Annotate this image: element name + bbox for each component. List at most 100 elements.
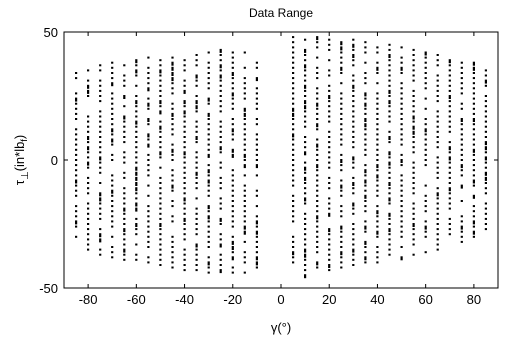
y-axis-label-unit-close: ) <box>12 135 27 139</box>
data-point <box>87 136 90 140</box>
data-point <box>352 243 355 246</box>
data-point <box>340 215 343 218</box>
data-point <box>364 251 367 254</box>
data-point <box>364 82 367 85</box>
data-point <box>231 215 234 218</box>
data-point <box>448 95 451 99</box>
data-point <box>304 48 307 53</box>
data-point <box>388 171 391 174</box>
data-point <box>424 235 427 238</box>
data-point <box>376 118 379 120</box>
data-point <box>111 200 114 202</box>
data-point <box>195 161 198 164</box>
data-point <box>340 66 343 71</box>
data-point <box>316 148 319 151</box>
data-point <box>328 69 331 72</box>
data-point <box>412 238 415 241</box>
data-point <box>75 133 78 136</box>
data-point <box>195 258 198 261</box>
data-point <box>484 136 487 138</box>
data-point <box>364 133 367 136</box>
data-point <box>304 161 307 164</box>
data-point <box>207 61 210 64</box>
data-point <box>448 156 451 161</box>
data-point <box>147 210 150 213</box>
data-point <box>99 192 102 197</box>
data-point <box>388 110 391 113</box>
data-point <box>75 184 78 187</box>
data-point <box>292 164 295 167</box>
data-point <box>292 107 295 112</box>
data-point <box>376 102 379 105</box>
data-point <box>99 95 102 97</box>
data-point <box>147 118 150 122</box>
data-point <box>243 92 246 95</box>
data-point <box>484 74 487 77</box>
data-point <box>292 153 295 156</box>
data-point <box>448 202 451 205</box>
data-point <box>472 153 475 156</box>
data-point <box>255 261 258 266</box>
data-point <box>364 138 367 141</box>
data-point <box>352 176 355 179</box>
data-point <box>255 123 258 126</box>
data-point <box>376 46 379 49</box>
data-point <box>147 240 150 243</box>
data-point <box>135 197 138 200</box>
data-point <box>292 66 295 69</box>
data-point <box>87 84 90 89</box>
data-point <box>316 159 319 161</box>
data-point <box>316 87 319 90</box>
data-point <box>231 179 234 182</box>
data-point <box>255 92 258 95</box>
data-point <box>412 176 415 179</box>
data-point <box>195 228 198 231</box>
data-point <box>147 164 150 167</box>
data-point <box>183 166 186 169</box>
data-point <box>316 240 319 243</box>
data-point <box>123 84 126 87</box>
data-point <box>328 233 331 236</box>
data-point <box>135 217 138 220</box>
data-point <box>111 118 114 120</box>
data-point <box>147 220 150 223</box>
data-point <box>472 133 475 136</box>
data-point <box>111 72 114 74</box>
data-point <box>159 151 162 156</box>
data-point <box>159 100 162 105</box>
data-point <box>207 174 210 177</box>
data-point <box>123 248 126 253</box>
data-point <box>183 248 186 251</box>
data-point <box>123 207 126 212</box>
data-point <box>231 148 234 153</box>
data-point <box>159 89 162 92</box>
data-point <box>87 115 90 118</box>
data-point <box>316 46 319 49</box>
data-point <box>484 223 487 225</box>
data-point <box>183 151 186 156</box>
data-point <box>328 228 331 233</box>
data-point <box>424 123 427 126</box>
data-point <box>255 143 258 146</box>
data-point <box>135 253 138 256</box>
data-point <box>340 46 343 51</box>
data-point <box>147 230 150 233</box>
data-point <box>388 217 391 220</box>
data-point <box>460 240 463 243</box>
data-point <box>376 148 379 151</box>
data-point <box>292 246 295 248</box>
data-point <box>364 225 367 230</box>
y-axis-label: τ⊥(in*lbf) <box>12 135 31 185</box>
data-point <box>99 202 102 205</box>
data-point <box>207 205 210 210</box>
data-point <box>472 220 475 225</box>
data-point <box>255 205 258 208</box>
data-point <box>340 102 343 105</box>
data-point <box>364 261 367 264</box>
data-point <box>231 200 234 202</box>
data-point <box>87 79 90 82</box>
data-point <box>135 182 138 186</box>
data-point <box>424 210 427 213</box>
data-point <box>304 146 307 149</box>
data-point <box>340 246 343 248</box>
